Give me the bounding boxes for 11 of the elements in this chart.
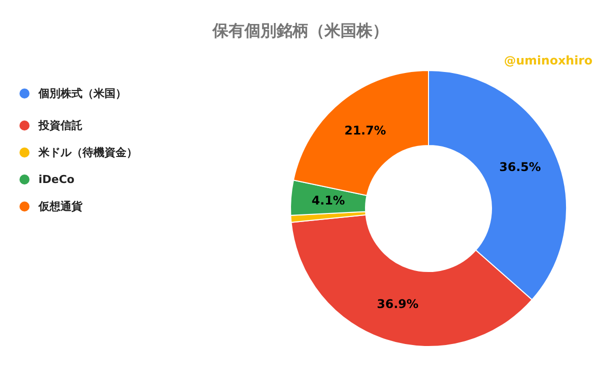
data-label: 21.7% xyxy=(344,123,386,138)
legend-label: 仮想通貨 xyxy=(38,200,84,213)
legend-label: iDeCo xyxy=(38,173,75,186)
legend-label: 個別株式（米国） xyxy=(38,87,126,100)
text: @uminoxhiro xyxy=(504,54,593,68)
data-label: 4.1% xyxy=(312,194,345,208)
data-label: 36.9% xyxy=(376,297,419,312)
data-label: 36.5% xyxy=(499,160,541,174)
legend-label: 投資信託 xyxy=(38,119,82,132)
legend-label: 米ドル（待機資金） xyxy=(38,146,138,159)
chart-title: 保有個別銘柄（米国株） xyxy=(212,21,388,40)
